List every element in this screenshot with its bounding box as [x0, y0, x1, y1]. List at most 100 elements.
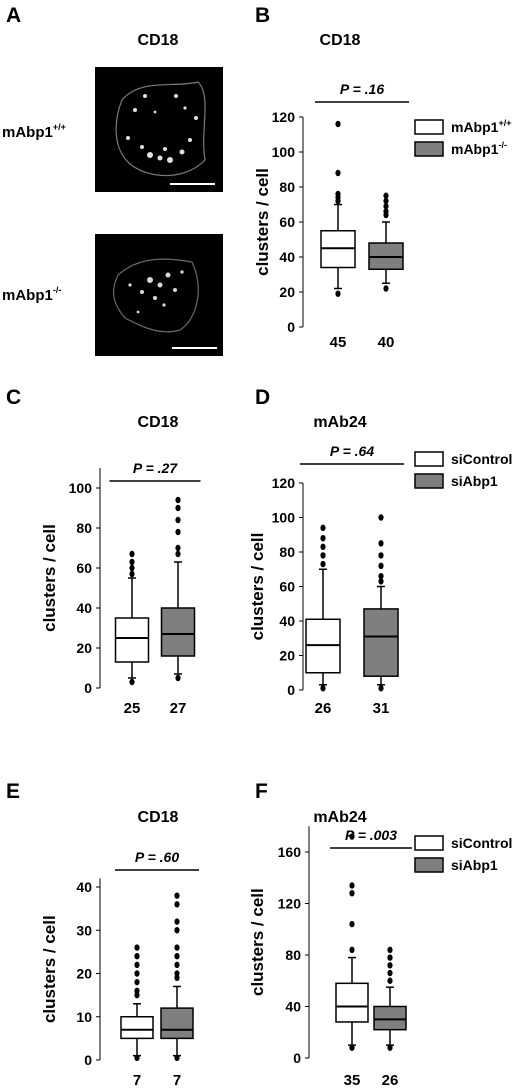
legend-swatch [414, 119, 444, 135]
panel-letter: C [6, 386, 21, 409]
box-iqr [160, 607, 196, 657]
outlier-point [387, 962, 393, 969]
chart-panel-c: C CD18 0 20 40 60 80 100 clusters / cell P = .27 2… [6, 386, 201, 717]
box-group-2 [363, 514, 399, 692]
y-tick-label: 120 [272, 475, 296, 491]
outlier-point [129, 678, 135, 686]
outlier-point [335, 120, 341, 128]
panel-a: A CD18 mAbp1+/+ [2, 4, 223, 356]
n-label: 7 [133, 1072, 141, 1089]
chart-title: mAb24 [313, 414, 366, 431]
y-tick-label: 80 [279, 179, 295, 195]
outlier-point [387, 946, 393, 954]
outlier-point [134, 953, 140, 960]
outlier-point [335, 197, 341, 205]
panel-letter: E [6, 780, 20, 803]
outlier-point [378, 562, 384, 569]
outlier-point [378, 572, 384, 580]
n-label: 40 [378, 334, 395, 351]
box-iqr [373, 1005, 407, 1031]
n-label: 7 [173, 1072, 181, 1089]
outlier-point [378, 540, 384, 547]
y-axis-label: clusters / cell [248, 533, 267, 641]
y-axis-label: clusters / cell [40, 915, 59, 1023]
outlier-point [349, 1044, 355, 1051]
y-tick-label: 20 [279, 284, 295, 300]
n-label: 26 [315, 700, 332, 717]
outlier-point [174, 974, 180, 982]
box-iqr [114, 617, 150, 663]
outlier-point [129, 558, 135, 566]
chart-title: CD18 [138, 414, 179, 431]
p-value-label: P = .16 [340, 81, 384, 97]
chart-title: CD18 [320, 32, 361, 49]
outlier-point [134, 1054, 140, 1062]
box-group-1 [320, 120, 356, 297]
outlier-point [174, 892, 180, 899]
box-iqr [363, 608, 399, 677]
p-value-label: P = .003 [345, 827, 397, 843]
row-label-knockout: mAbp1-/- [2, 285, 61, 304]
outlier-point [320, 535, 326, 542]
box-group-1 [335, 833, 369, 1051]
legend-label: siAbp1 [451, 473, 498, 489]
outlier-point [387, 977, 393, 984]
y-tick-label: 60 [279, 579, 295, 595]
micrograph-wildtype-clusters [126, 94, 198, 163]
y-tick-label: 60 [76, 560, 92, 576]
outlier-point [349, 890, 355, 897]
chart-title: CD18 [138, 809, 179, 826]
outlier-point [129, 570, 135, 578]
outlier-point [175, 550, 181, 558]
legend-label-base: mAbp1 [451, 141, 499, 157]
y-tick-label: 0 [84, 1052, 92, 1068]
box-group-2 [160, 892, 194, 1062]
y-axis-label: clusters / cell [40, 524, 59, 632]
y-tick-label: 100 [272, 510, 296, 526]
outlier-point [174, 944, 180, 951]
y-tick-label: 20 [279, 648, 295, 664]
n-label: 26 [382, 1072, 399, 1089]
row-label-wildtype-base: mAbp1 [2, 124, 53, 141]
legend-swatch [414, 141, 444, 157]
y-tick-label: 20 [76, 966, 92, 982]
legend-label: mAbp1-/- [451, 140, 507, 157]
panel-letter: B [255, 4, 270, 27]
outlier-point [383, 192, 389, 199]
y-tick-label: 0 [293, 1050, 301, 1066]
outlier-point [134, 978, 140, 986]
legend-label: siControl [451, 835, 512, 851]
outlier-point [174, 1054, 180, 1062]
outlier-point [175, 496, 181, 504]
y-axis-label: clusters / cell [253, 168, 272, 276]
outlier-point [134, 991, 140, 999]
outlier-point [175, 674, 181, 682]
y-tick-label: 80 [285, 947, 301, 963]
outlier-point [349, 946, 355, 954]
outlier-point [175, 528, 181, 536]
outlier-point [175, 544, 181, 552]
legend-label-sup: -/- [498, 140, 507, 150]
outlier-point [383, 197, 389, 205]
micrograph-knockout [95, 234, 223, 356]
outlier-point [378, 685, 384, 692]
chart-panel-b: B CD18 0 20 40 60 80 100 120 clusters / cell P = .… [253, 4, 511, 351]
outlier-point [134, 970, 140, 977]
outlier-point [129, 550, 135, 558]
outlier-point [174, 927, 180, 934]
outlier-point [320, 560, 326, 568]
legend-swatch [414, 857, 444, 873]
y-tick-label: 0 [84, 680, 92, 696]
row-label-knockout-sup: -/- [53, 285, 62, 295]
p-value-label: P = .27 [133, 460, 178, 476]
p-value-label: P = .64 [330, 443, 374, 459]
legend-label-base: mAbp1 [451, 119, 499, 135]
box-iqr [335, 982, 369, 1023]
outlier-point [378, 578, 384, 585]
legend-label: siControl [451, 451, 512, 467]
y-tick-label: 120 [272, 109, 296, 125]
y-tick-label: 40 [285, 999, 301, 1015]
y-tick-label: 30 [76, 922, 92, 938]
outlier-point [320, 685, 326, 692]
